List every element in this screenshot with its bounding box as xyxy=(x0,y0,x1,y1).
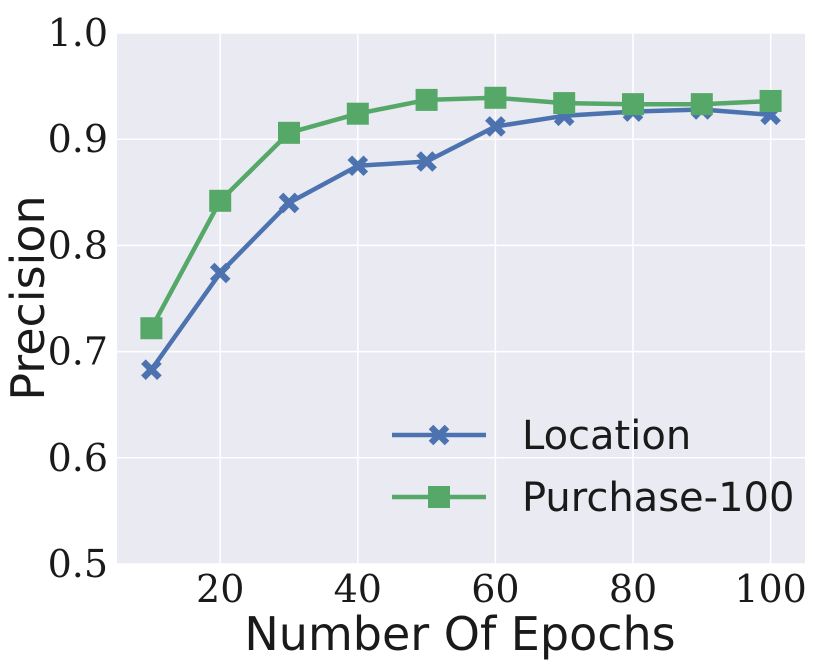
series-line xyxy=(149,107,771,372)
y-tick-label: 0.9 xyxy=(48,117,108,161)
y-tick-label: 1.0 xyxy=(48,11,108,55)
x-axis-label: Number Of Epochs xyxy=(244,607,675,661)
y-tick-label: 0.5 xyxy=(48,542,108,586)
square-marker xyxy=(346,102,369,125)
legend-item: Purchase-100 xyxy=(392,475,794,521)
x-marker xyxy=(278,192,300,214)
y-axis-label: Precision xyxy=(1,195,55,400)
x-tick-label: 40 xyxy=(334,567,382,611)
square-marker xyxy=(690,93,713,116)
square-marker xyxy=(553,92,576,115)
x-marker xyxy=(416,151,437,172)
x-marker xyxy=(141,359,162,380)
square-marker xyxy=(428,486,450,508)
x-marker xyxy=(347,155,369,177)
legend-item: Location xyxy=(392,413,691,459)
y-tick-label: 0.6 xyxy=(48,436,108,480)
square-marker xyxy=(415,88,438,111)
y-tick-labels: 0.5 0.6 0.7 0.8 0.9 1.0 xyxy=(48,11,108,586)
square-marker xyxy=(209,189,232,212)
square-marker xyxy=(278,121,300,144)
grid-lines xyxy=(117,32,805,565)
square-marker xyxy=(140,317,163,340)
legend-label: Location xyxy=(522,413,691,459)
series-line xyxy=(149,95,771,330)
series-purchase-100 xyxy=(140,86,782,340)
legend-label: Purchase-100 xyxy=(522,475,794,521)
x-marker xyxy=(428,424,450,446)
x-tick-label: 20 xyxy=(196,567,244,611)
x-tick-label: 100 xyxy=(734,567,807,611)
square-marker xyxy=(622,93,644,116)
x-marker xyxy=(485,116,506,137)
x-tick-label: 60 xyxy=(471,567,519,611)
square-marker xyxy=(484,86,507,109)
series-layer xyxy=(140,86,782,380)
square-marker xyxy=(759,89,782,112)
legend: Location Purchase-100 xyxy=(392,413,794,521)
x-marker xyxy=(209,262,231,284)
x-tick-label: 80 xyxy=(609,567,657,611)
x-tick-labels: 20 40 60 80 100 xyxy=(196,567,807,611)
y-tick-label: 0.7 xyxy=(48,330,108,374)
plot-background xyxy=(117,33,805,564)
y-tick-label: 0.8 xyxy=(48,223,108,267)
